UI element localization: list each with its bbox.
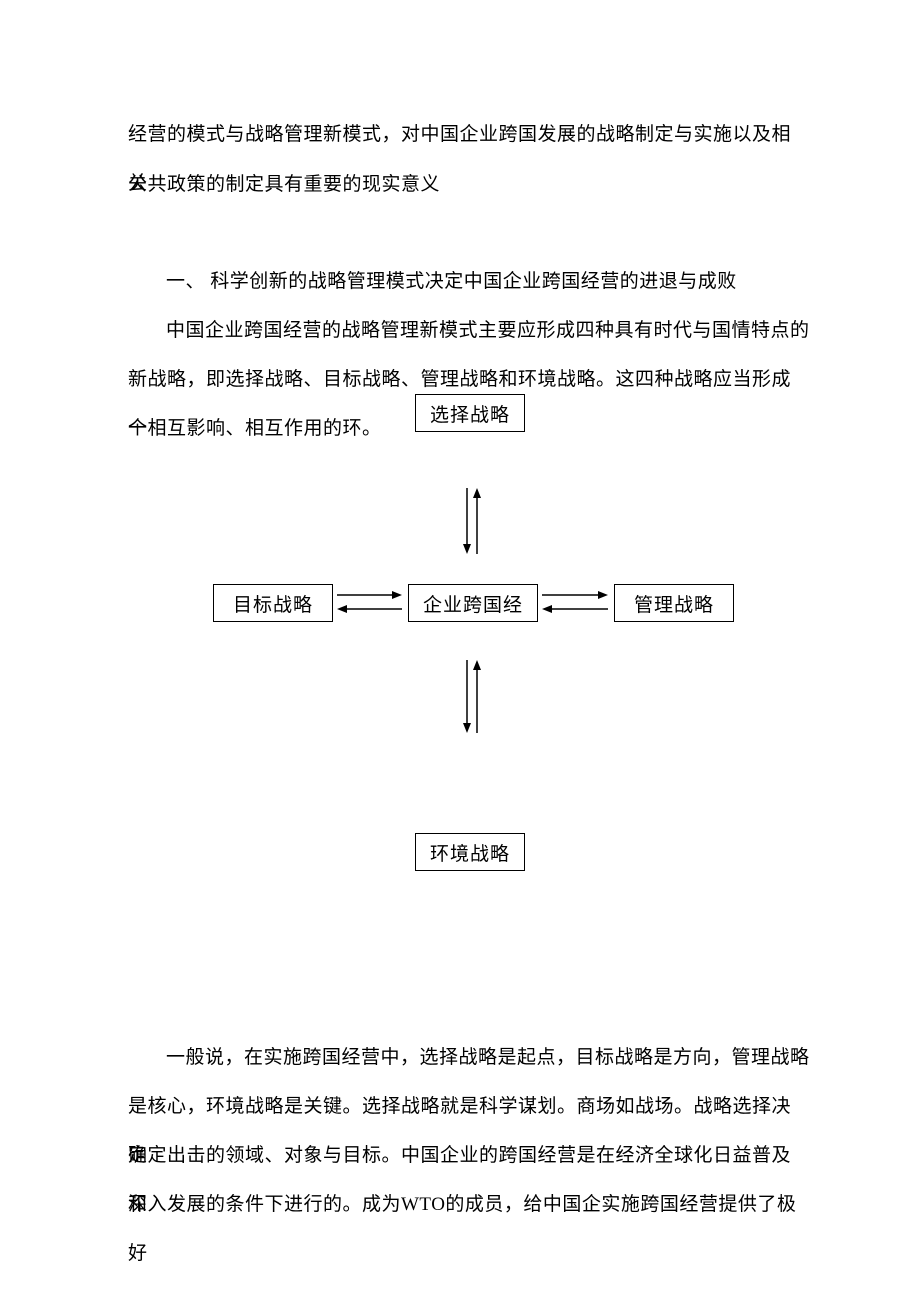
paragraph-3-line-4: 深入发展的条件下进行的。成为WTO的成员，给中国企实施跨国经营提供了极好	[128, 1180, 808, 1279]
document-page: 经营的模式与战略管理新模式，对中国企业跨国发展的战略制定与实施以及相关 公共政策…	[0, 0, 920, 1302]
paragraph-3-line-1: 一般说，在实施跨国经营中，选择战略是起点，目标战略是方向，管理战略	[166, 1033, 846, 1082]
